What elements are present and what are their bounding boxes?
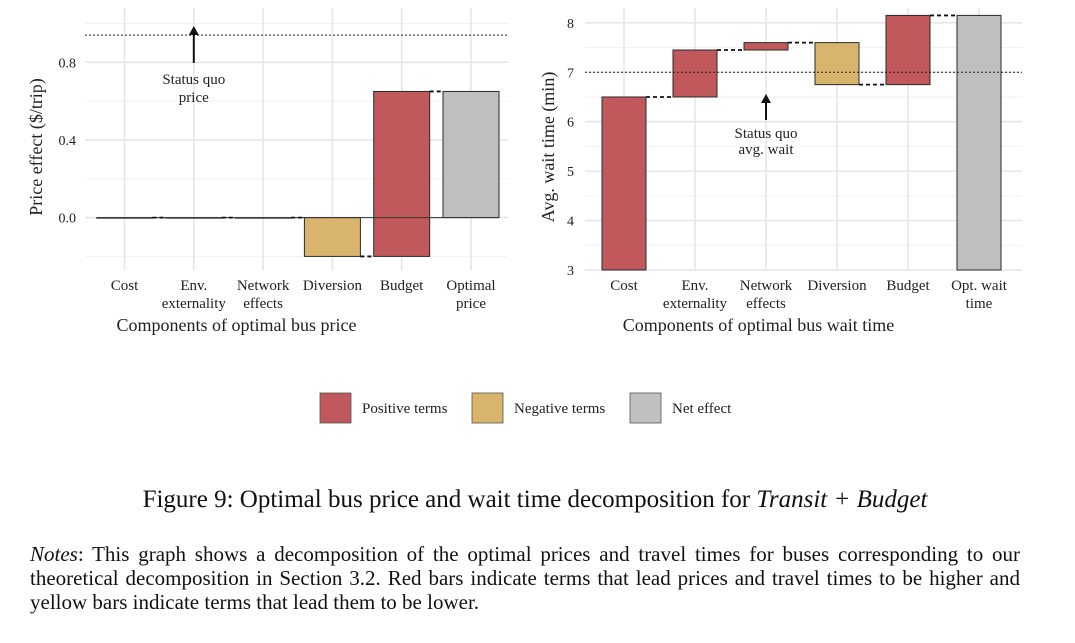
bar-4	[885, 14, 931, 86]
x-tick-label: externality	[663, 296, 728, 312]
x-tick-label: price	[456, 296, 486, 312]
x-tick-label: effects	[746, 296, 786, 312]
bar-0	[601, 96, 647, 271]
price-decomposition-chart: 0.0 0.4 0.8 Status quo price Cost Env. external…	[26, 8, 508, 335]
x-tick-label: effects	[243, 296, 283, 312]
y-tick-label: 0.4	[59, 134, 77, 149]
x-tick-label: Diversion	[807, 278, 867, 294]
bar-5	[956, 14, 1002, 271]
y-tick-label: 6	[567, 116, 574, 131]
x-tick-label: time	[966, 296, 993, 312]
x-tick-label: Env.	[180, 278, 207, 294]
legend-label: Net effect	[672, 401, 732, 417]
legend: Positive terms Negative terms Net effect	[319, 392, 732, 424]
bar-2	[743, 42, 789, 51]
legend-swatch-0	[319, 392, 352, 424]
caption-model-name: Transit + Budget	[756, 486, 928, 513]
y-tick-label: 7	[567, 66, 574, 81]
notes-label: Notes	[30, 542, 78, 566]
x-tick-label: Diversion	[303, 278, 363, 294]
y-tick-label: 5	[567, 165, 574, 180]
annotation-label: avg. wait	[739, 142, 795, 158]
annotation-arrowhead	[188, 26, 199, 35]
legend-label: Negative terms	[514, 401, 605, 417]
y-tick-label: 8	[567, 17, 574, 32]
y-axis-title: Avg. wait time (min)	[538, 72, 559, 223]
bar-1	[672, 49, 718, 98]
x-tick-label: Budget	[886, 278, 930, 294]
x-axis-title: Components of optimal bus wait time	[623, 315, 894, 335]
figure-notes: Notes: This graph shows a decomposition …	[30, 542, 1020, 614]
x-tick-label: Env.	[682, 278, 709, 294]
bar-5	[442, 90, 500, 219]
figure-canvas: 0.0 0.4 0.8 Status quo price Cost Env. external…	[26, 8, 1022, 424]
x-tick-label: Optimal	[446, 278, 495, 294]
annotation-label: Status quo	[162, 72, 225, 88]
legend-label: Positive terms	[362, 401, 448, 417]
y-axis-title: Price effect ($/trip)	[26, 78, 47, 216]
y-tick-label: 0.8	[59, 56, 77, 71]
y-tick-label: 0.0	[59, 212, 77, 227]
bar-4	[373, 90, 431, 257]
legend-swatch-1	[471, 392, 504, 424]
annotation-label: Status quo	[735, 126, 798, 142]
bar-3	[303, 217, 361, 257]
figure-caption: Figure 9: Optimal bus price and wait tim…	[30, 484, 1040, 516]
notes-text: : This graph shows a decomposition of th…	[30, 542, 1020, 614]
caption-text: Figure 9: Optimal bus price and wait tim…	[142, 486, 757, 513]
x-tick-label: Budget	[380, 278, 424, 294]
y-tick-label: 3	[567, 264, 574, 279]
legend-swatch-2	[629, 392, 662, 424]
x-axis-title: Components of optimal bus price	[117, 315, 357, 335]
x-tick-label: externality	[162, 296, 227, 312]
bar-3	[814, 42, 860, 86]
x-tick-label: Network	[740, 278, 793, 294]
annotation-label: price	[179, 90, 209, 106]
x-tick-label: Cost	[111, 278, 139, 294]
annotation-arrowhead	[761, 94, 771, 103]
x-tick-label: Cost	[610, 278, 638, 294]
x-tick-label: Network	[237, 278, 290, 294]
y-tick-label: 4	[567, 215, 574, 230]
x-tick-label: Opt. wait	[951, 278, 1008, 294]
